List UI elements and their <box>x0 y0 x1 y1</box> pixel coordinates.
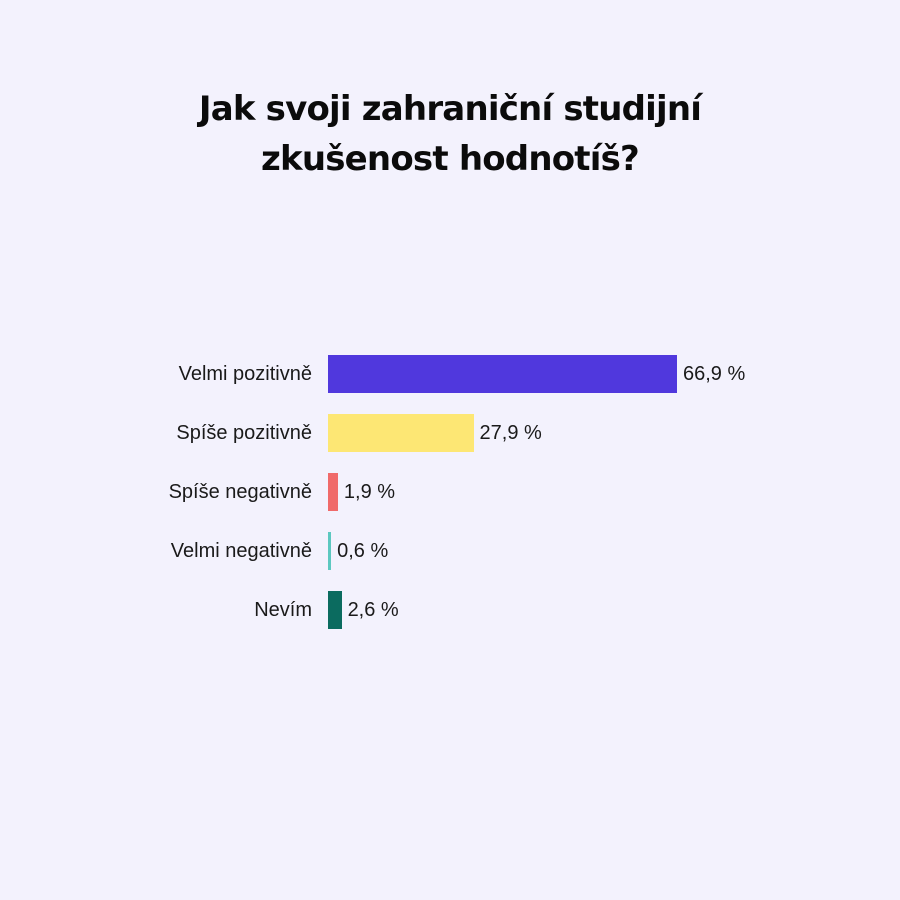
value-label: 27,9 % <box>479 422 542 444</box>
value-label: 1,9 % <box>343 481 396 503</box>
category-label: Nevím <box>254 599 312 621</box>
value-label: 66,9 % <box>683 363 746 385</box>
category-label: Velmi negativně <box>170 540 312 562</box>
bar <box>328 355 677 393</box>
chart-title: Jak svoji zahraniční studijní zkušenost … <box>198 89 702 179</box>
value-label: 2,6 % <box>347 599 399 621</box>
value-label: 0,6 % <box>337 540 389 562</box>
category-label: Velmi pozitivně <box>178 363 312 385</box>
category-label: Spíše negativně <box>168 481 312 503</box>
bar <box>328 591 342 629</box>
bar <box>328 414 474 452</box>
bar <box>328 532 332 570</box>
category-label: Spíše pozitivně <box>176 422 312 444</box>
bar <box>328 473 338 511</box>
